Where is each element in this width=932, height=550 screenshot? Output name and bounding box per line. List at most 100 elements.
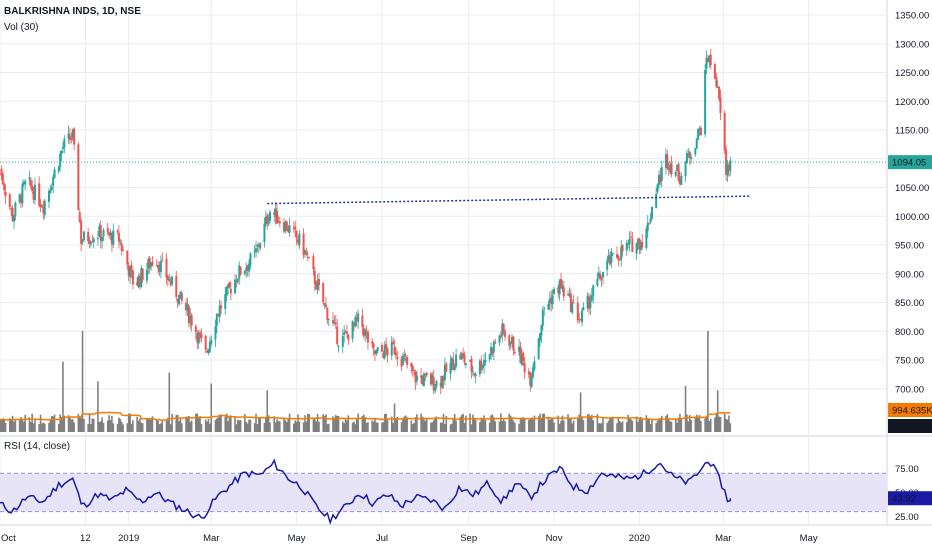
volume-bar: [684, 385, 687, 432]
volume-bar: [553, 422, 555, 432]
volume-bar: [465, 415, 467, 432]
candle-body: [161, 259, 164, 261]
volume-bar: [606, 422, 608, 432]
candle-body: [308, 257, 311, 259]
volume-bar: [421, 416, 424, 432]
volume-bar: [175, 415, 178, 432]
candle-body: [206, 350, 209, 352]
volume-bar: [332, 416, 334, 432]
volume-bar: [558, 423, 561, 432]
candle-body: [140, 268, 143, 288]
candle-body: [480, 360, 483, 370]
x-tick-label: May: [800, 533, 818, 544]
volume-bar: [445, 415, 448, 432]
candle-body: [306, 256, 309, 258]
volume-bar: [326, 424, 329, 432]
candle-body: [646, 222, 649, 231]
candle-body: [302, 233, 305, 255]
volume-bar: [305, 421, 308, 432]
volume-bar: [139, 418, 141, 432]
volume-bar: [346, 420, 348, 432]
volume-bar: [206, 421, 208, 432]
candle-body: [396, 356, 399, 359]
volume-bar: [651, 418, 653, 432]
volume-bar: [537, 416, 540, 432]
last-price-label-bg: [888, 155, 932, 170]
candle-body: [400, 358, 403, 367]
volume-bar: [630, 419, 632, 432]
volume-bar: [600, 423, 603, 432]
volume-bar: [618, 421, 621, 432]
volume-bar: [480, 417, 483, 432]
candle-body: [42, 207, 45, 214]
volume-bar: [451, 423, 453, 432]
candle-body: [274, 208, 277, 217]
x-tick-label: Sep: [460, 533, 477, 544]
candle-body: [424, 373, 427, 375]
candle-body: [618, 259, 621, 261]
candle-body: [92, 238, 95, 243]
candle-body: [0, 169, 1, 171]
candle-body: [145, 269, 148, 281]
candle-body: [324, 304, 327, 307]
volume-bar: [375, 422, 378, 432]
volume-bar: [120, 421, 123, 432]
volume-bar: [452, 417, 455, 432]
candle-body: [73, 128, 76, 145]
candle-body: [674, 171, 677, 177]
volume-bar: [234, 416, 236, 432]
candle-body: [390, 341, 393, 356]
volume-bar: [547, 416, 550, 432]
candle-body: [513, 351, 516, 353]
volume-bar: [49, 419, 52, 432]
volume-bar: [549, 419, 551, 432]
y-tick-label: 1300.00: [895, 39, 929, 50]
volume-bar: [453, 414, 456, 432]
volume-bar: [106, 420, 109, 432]
volume-bar: [508, 413, 511, 432]
candle-body: [39, 204, 42, 207]
volume-bar: [687, 421, 690, 432]
volume-bar: [728, 415, 730, 432]
volume-bar: [111, 416, 113, 432]
volume-bar: [122, 424, 124, 432]
candle-body: [168, 278, 171, 281]
volume-bar: [53, 414, 56, 432]
volume-bar: [597, 423, 600, 432]
volume-bar: [81, 330, 84, 432]
candle-body: [572, 302, 575, 304]
candle-body: [131, 270, 134, 285]
volume-bar: [455, 420, 457, 432]
candle-body: [87, 231, 90, 242]
volume-bar: [521, 417, 523, 432]
volume-bar: [179, 418, 182, 432]
volume-bar: [581, 416, 583, 432]
candle-body: [89, 242, 92, 245]
volume-bar: [557, 415, 560, 432]
candle-body: [175, 275, 178, 298]
candle-body: [372, 343, 375, 349]
volume-bar: [127, 413, 130, 432]
volume-bar: [69, 417, 71, 432]
volume-bar: [216, 418, 218, 432]
candle-body: [588, 296, 591, 310]
candle-body: [0, 172, 3, 176]
volume-bar: [158, 424, 161, 432]
volume-bar: [253, 423, 256, 432]
candle-body: [639, 242, 642, 251]
candle-body: [109, 232, 112, 236]
volume-bar: [323, 415, 326, 432]
candle-body: [40, 205, 43, 208]
candle-body: [138, 277, 141, 286]
y-tick-label: 950.00: [895, 241, 924, 252]
volume-bar: [700, 421, 702, 432]
candle-body: [464, 363, 467, 365]
volume-bar: [392, 423, 394, 432]
volume-bar: [386, 419, 389, 432]
candle-body: [228, 282, 231, 288]
volume-bar: [315, 421, 317, 432]
volume-bar: [225, 413, 228, 432]
volume-bar: [48, 422, 50, 432]
candle-body: [229, 288, 232, 294]
